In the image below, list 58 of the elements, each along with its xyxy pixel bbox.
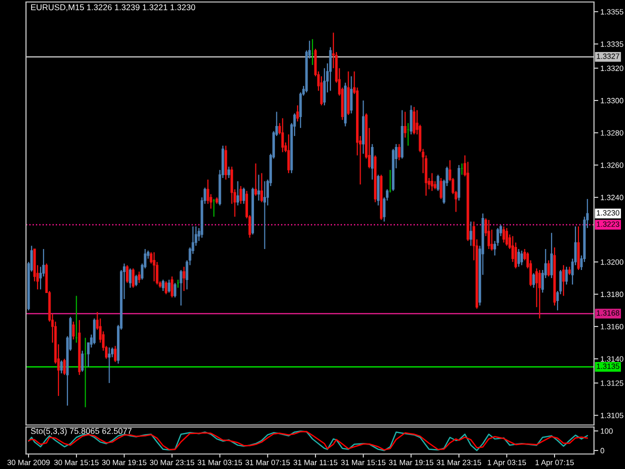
candlestick (410, 104, 412, 135)
candlestick (168, 279, 170, 294)
candlestick (404, 111, 406, 138)
candlestick (182, 266, 186, 292)
candlestick (436, 174, 440, 192)
candlestick (114, 345, 117, 363)
candlestick (72, 321, 75, 340)
candlestick (81, 350, 84, 372)
candlestick (60, 360, 63, 374)
candlestick (287, 134, 290, 174)
candlestick (242, 187, 246, 204)
candlestick (296, 104, 299, 122)
candlestick (132, 268, 134, 288)
candlestick (430, 172, 434, 192)
candlestick (329, 46, 332, 92)
candlestick (517, 248, 520, 268)
candlestick (398, 144, 400, 161)
chart-title: Sto(5,3,3) 75.8065 62.5077 (30, 428, 132, 436)
candlestick (138, 271, 140, 284)
candlestick (263, 180, 266, 250)
candlestick (488, 219, 490, 250)
candlestick (236, 180, 240, 206)
candlestick (412, 106, 416, 135)
candlestick (93, 318, 96, 345)
candlestick (254, 162, 257, 196)
candlestick (228, 166, 230, 179)
candlestick (550, 232, 553, 279)
candlestick (520, 250, 523, 266)
candlestick (174, 282, 176, 298)
candlestick (108, 346, 111, 384)
candlestick (180, 269, 182, 306)
candlestick (562, 264, 565, 296)
candlestick (505, 227, 508, 246)
candlestick (206, 179, 210, 204)
candlestick (538, 269, 541, 319)
candlestick (370, 144, 374, 180)
chart-title: EURUSD,M15 1.3226 1.3239 1.3221 1.3230 (31, 4, 196, 12)
candlestick (239, 186, 242, 204)
candlestick (440, 177, 442, 200)
candlestick (320, 76, 323, 106)
candlestick (63, 358, 66, 376)
candlestick (134, 274, 138, 287)
candlestick (162, 279, 164, 292)
candlestick (350, 76, 353, 114)
candlestick (164, 280, 168, 295)
candlestick (260, 172, 263, 203)
candlestick (128, 268, 132, 288)
candlestick (323, 68, 326, 106)
candlestick (281, 118, 284, 153)
candlestick (532, 272, 535, 288)
candlestick (170, 276, 174, 298)
candlestick (470, 221, 472, 246)
candlestick (547, 260, 550, 278)
candlestick (502, 226, 506, 244)
candlestick (565, 266, 568, 286)
candlestick (126, 264, 128, 284)
candlestick (152, 252, 156, 282)
candlestick (257, 174, 260, 202)
